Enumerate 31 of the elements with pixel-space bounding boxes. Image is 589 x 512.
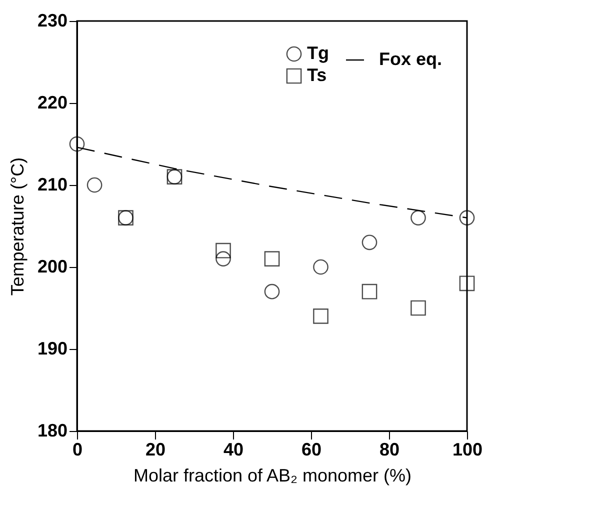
point — [410, 210, 426, 226]
x-tick-label: 100 — [452, 440, 483, 460]
x-tick-label: 40 — [223, 440, 244, 460]
point — [362, 234, 378, 250]
point — [459, 210, 475, 226]
point — [216, 251, 231, 266]
x-tick-label: 80 — [379, 440, 400, 460]
x-tick-label: 60 — [301, 440, 322, 460]
legend-label: Ts — [307, 65, 327, 85]
y-tick-label: 210 — [37, 174, 68, 194]
point — [264, 284, 280, 300]
x-tick-label: 20 — [145, 440, 166, 460]
point — [216, 242, 231, 258]
y-tick-label: 180 — [37, 420, 68, 440]
point — [69, 136, 85, 152]
y-tick-label: 190 — [37, 338, 68, 358]
point — [410, 300, 426, 316]
point — [362, 284, 378, 300]
legend-label: Tg — [307, 43, 329, 63]
x-axis-title: Molar fraction of AB₂ monomer (%) — [133, 466, 412, 486]
legend-label: Fox eq. — [379, 49, 442, 69]
y-tick-label: 230 — [37, 10, 68, 30]
point — [86, 177, 102, 193]
y-tick-label: 200 — [37, 256, 68, 276]
point — [313, 259, 328, 275]
y-axis-title: Temperature (°C) — [7, 157, 28, 296]
y-tick-label: 220 — [37, 92, 68, 112]
point — [459, 276, 475, 292]
x-tick-label: 0 — [72, 440, 83, 460]
point — [264, 251, 280, 266]
point — [313, 308, 328, 324]
